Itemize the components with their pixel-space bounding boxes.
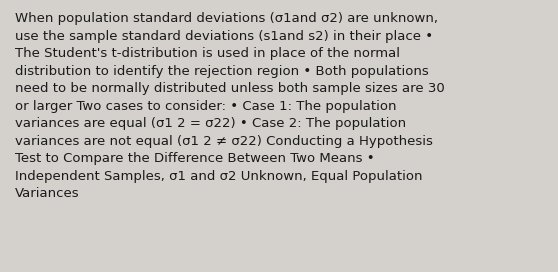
Text: When population standard deviations (σ1and σ2) are unknown,
use the sample stand: When population standard deviations (σ1a… [15, 12, 445, 200]
